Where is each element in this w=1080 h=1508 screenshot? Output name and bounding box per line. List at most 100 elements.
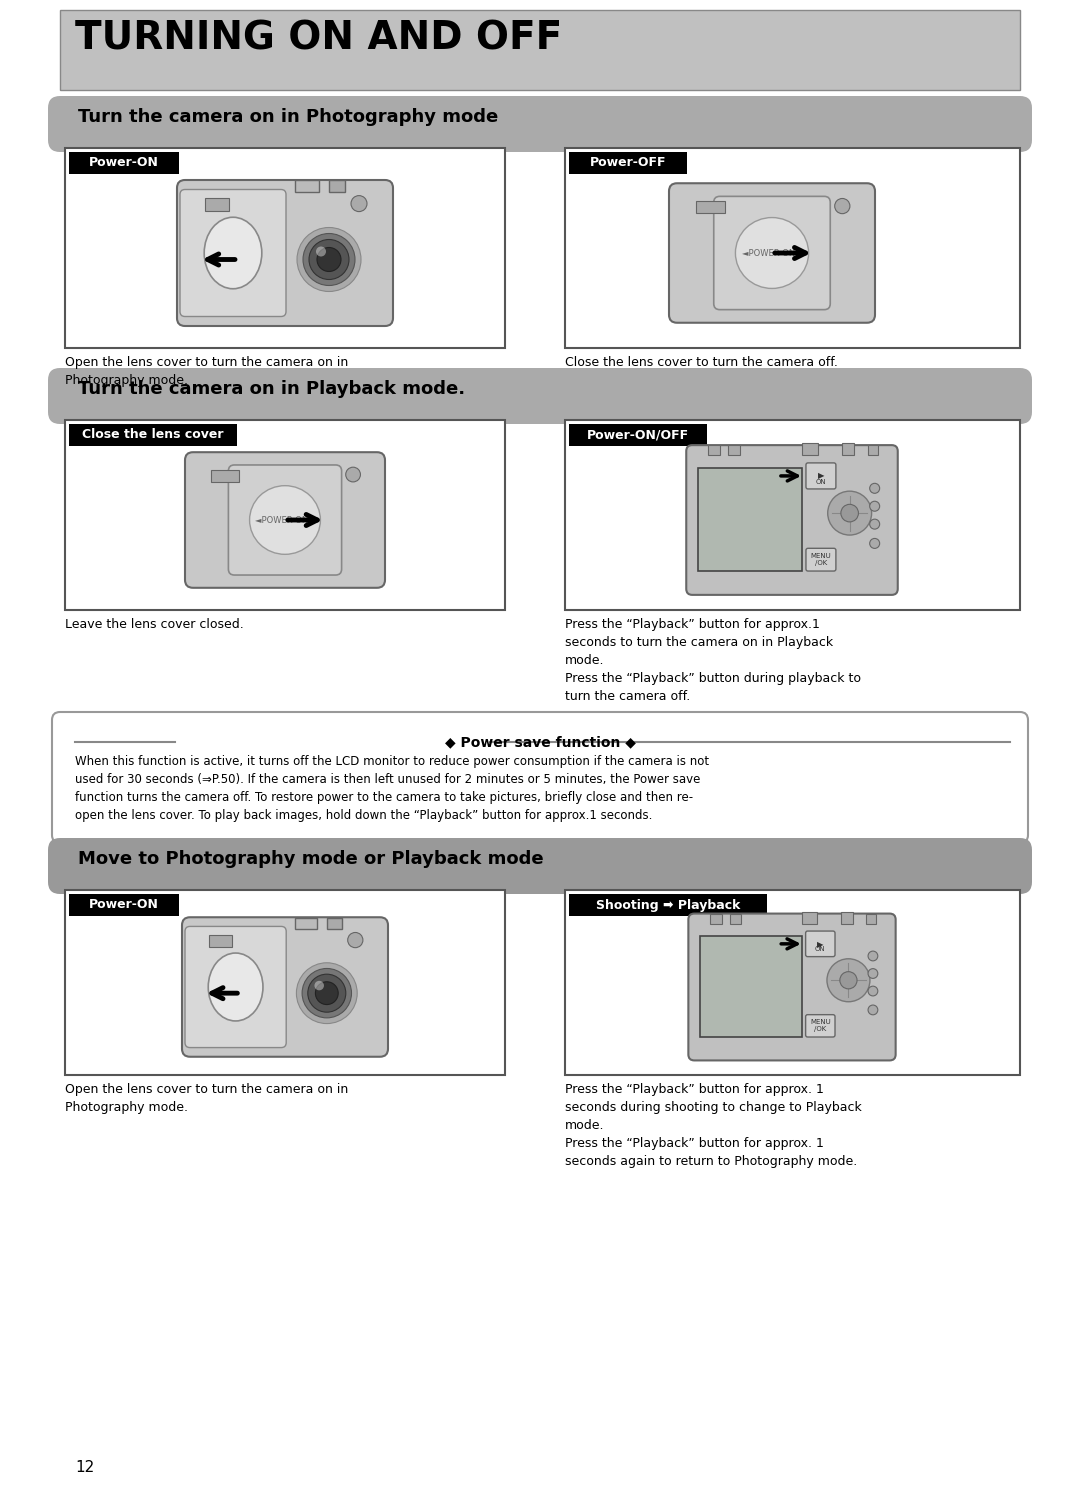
Bar <box>569 894 767 915</box>
Circle shape <box>868 1004 878 1015</box>
Circle shape <box>296 962 357 1024</box>
Bar <box>327 918 342 929</box>
Circle shape <box>827 959 869 1001</box>
Text: Press the “Playback” button for approx. 1
seconds during shooting to change to P: Press the “Playback” button for approx. … <box>565 1083 862 1169</box>
Circle shape <box>868 986 878 995</box>
Text: MENU
/OK: MENU /OK <box>811 552 832 566</box>
Circle shape <box>868 952 878 961</box>
Bar <box>569 424 707 446</box>
Circle shape <box>302 968 351 1018</box>
FancyBboxPatch shape <box>177 179 393 326</box>
Text: ▶: ▶ <box>818 472 824 481</box>
Circle shape <box>308 974 346 1012</box>
Text: Turn the camera on in Photography mode: Turn the camera on in Photography mode <box>78 109 498 127</box>
Bar <box>205 199 229 211</box>
FancyBboxPatch shape <box>52 712 1028 843</box>
FancyBboxPatch shape <box>48 97 1032 152</box>
Text: Shooting ➡ Playback: Shooting ➡ Playback <box>596 899 740 911</box>
FancyBboxPatch shape <box>669 184 875 323</box>
Circle shape <box>348 932 363 947</box>
Circle shape <box>869 501 880 511</box>
Bar <box>728 445 740 455</box>
Text: When this function is active, it turns off the LCD monitor to reduce power consu: When this function is active, it turns o… <box>75 756 710 822</box>
Bar <box>212 470 239 481</box>
Circle shape <box>868 968 878 979</box>
Text: Close the lens cover: Close the lens cover <box>82 428 224 442</box>
Bar <box>866 914 876 923</box>
Text: Close the lens cover to turn the camera off.: Close the lens cover to turn the camera … <box>565 356 838 369</box>
Circle shape <box>835 199 850 214</box>
FancyBboxPatch shape <box>806 463 836 489</box>
Circle shape <box>841 504 859 522</box>
Bar <box>842 443 854 455</box>
FancyBboxPatch shape <box>185 926 286 1048</box>
Circle shape <box>869 538 880 549</box>
FancyBboxPatch shape <box>180 190 286 317</box>
Bar <box>210 935 232 947</box>
Ellipse shape <box>208 953 262 1021</box>
FancyBboxPatch shape <box>686 445 897 594</box>
Bar <box>295 918 318 929</box>
Text: Move to Photography mode or Playback mode: Move to Photography mode or Playback mod… <box>78 851 543 869</box>
Bar <box>565 148 1020 348</box>
Text: Press the “Playback” button for approx.1
seconds to turn the camera on in Playba: Press the “Playback” button for approx.1… <box>565 618 861 703</box>
Bar <box>802 443 818 455</box>
Circle shape <box>346 467 361 483</box>
Text: ◄POWER ON: ◄POWER ON <box>742 249 795 258</box>
Bar <box>565 890 1020 1075</box>
Bar <box>868 445 878 455</box>
FancyBboxPatch shape <box>48 838 1032 894</box>
FancyBboxPatch shape <box>806 549 836 572</box>
Circle shape <box>316 246 326 256</box>
Circle shape <box>351 196 367 211</box>
FancyBboxPatch shape <box>48 368 1032 424</box>
FancyBboxPatch shape <box>185 452 384 588</box>
Text: Leave the lens cover closed.: Leave the lens cover closed. <box>65 618 244 630</box>
Bar <box>295 179 319 192</box>
Circle shape <box>840 971 858 989</box>
Text: MENU
/OK: MENU /OK <box>810 1019 831 1033</box>
FancyBboxPatch shape <box>183 917 388 1057</box>
Circle shape <box>314 980 324 991</box>
FancyBboxPatch shape <box>714 196 831 309</box>
Bar <box>65 890 505 1075</box>
Circle shape <box>315 982 338 1004</box>
Text: ON: ON <box>815 478 826 484</box>
Bar <box>569 152 687 173</box>
Bar <box>565 421 1020 611</box>
Text: Power-OFF: Power-OFF <box>590 157 666 169</box>
Text: 12: 12 <box>75 1460 94 1475</box>
Text: Open the lens cover to turn the camera on in
Photography mode.: Open the lens cover to turn the camera o… <box>65 356 348 388</box>
Text: Power-ON: Power-ON <box>89 899 159 911</box>
Circle shape <box>309 240 349 279</box>
Text: ◄POWER ON: ◄POWER ON <box>255 516 308 525</box>
Circle shape <box>303 234 355 285</box>
Bar <box>729 914 741 923</box>
Text: ON: ON <box>815 947 825 953</box>
Text: TURNING ON AND OFF: TURNING ON AND OFF <box>75 20 563 57</box>
Text: Turn the camera on in Playback mode.: Turn the camera on in Playback mode. <box>78 380 465 398</box>
Bar <box>710 914 721 923</box>
FancyBboxPatch shape <box>228 464 341 575</box>
Circle shape <box>297 228 361 291</box>
Ellipse shape <box>735 217 809 288</box>
Bar <box>60 11 1020 90</box>
Bar <box>65 148 505 348</box>
Circle shape <box>318 247 341 271</box>
Text: ◆ Power save function ◆: ◆ Power save function ◆ <box>445 734 635 749</box>
Circle shape <box>869 484 880 493</box>
Bar <box>700 936 801 1038</box>
Text: Open the lens cover to turn the camera on in
Photography mode.: Open the lens cover to turn the camera o… <box>65 1083 348 1114</box>
Text: Power-ON: Power-ON <box>89 157 159 169</box>
Bar <box>329 179 345 192</box>
Bar <box>708 445 720 455</box>
Text: Power-ON/OFF: Power-ON/OFF <box>586 428 689 442</box>
Bar <box>69 894 179 915</box>
Circle shape <box>869 519 880 529</box>
Bar <box>696 201 725 214</box>
FancyBboxPatch shape <box>806 1015 835 1038</box>
Ellipse shape <box>249 486 321 555</box>
Bar <box>65 421 505 611</box>
Text: ▶: ▶ <box>818 939 824 949</box>
Bar <box>801 911 818 923</box>
